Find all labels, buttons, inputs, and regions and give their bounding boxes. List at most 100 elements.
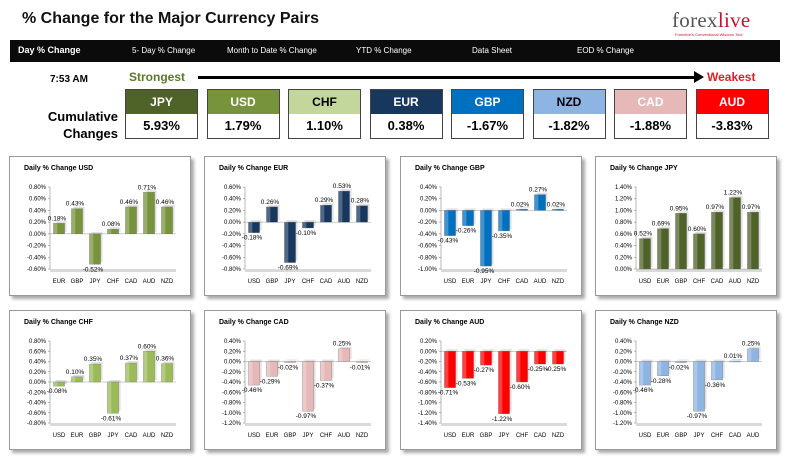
chart-title: Daily % Change EUR	[219, 165, 289, 172]
y-tick-label: 0.20%	[615, 349, 633, 355]
data-label: -0.18%	[242, 235, 263, 242]
tab-ytd-change[interactable]: YTD % Change	[356, 46, 412, 55]
bar-highlight	[53, 382, 58, 387]
bar-highlight	[125, 363, 130, 382]
bar	[516, 209, 528, 211]
x-tick-label: JPY	[302, 433, 313, 439]
tab-eod-change[interactable]: EOD % Change	[577, 46, 634, 55]
x-tick-label: EUR	[53, 279, 66, 285]
logo-text-main: forex	[672, 8, 718, 32]
bar-highlight	[747, 348, 752, 362]
data-label: 0.37%	[120, 355, 139, 362]
bar	[534, 351, 546, 365]
data-label: -1.22%	[492, 416, 513, 423]
y-tick-label: 0.40%	[615, 339, 633, 345]
data-label: 0.02%	[547, 201, 566, 208]
tab-5-day-change[interactable]: 5- Day % Change	[132, 46, 196, 55]
bar	[693, 361, 705, 412]
bar	[320, 361, 332, 381]
bar-highlight	[320, 205, 325, 223]
x-tick-label: CAD	[729, 433, 742, 439]
x-tick-label: AUD	[729, 279, 742, 285]
y-tick-label: 0.40%	[224, 197, 242, 203]
x-tick-label: CHF	[693, 279, 706, 285]
cumulative-value: 0.38%	[387, 118, 425, 133]
chart-panel-aud: Daily % Change AUD 0.20% 0.00% -0.20% -0.40%…	[400, 310, 582, 450]
bar-highlight	[552, 209, 557, 211]
y-tick-label: -0.80%	[222, 401, 242, 407]
bar-highlight	[534, 194, 539, 211]
data-label: 0.36%	[156, 356, 175, 363]
bar	[675, 213, 687, 270]
data-label: -0.29%	[260, 378, 281, 385]
bar-shadow	[518, 207, 530, 209]
chart-title: Daily % Change CAD	[219, 319, 289, 326]
y-tick-label: -0.40%	[613, 380, 633, 386]
chart-floor	[50, 269, 176, 272]
data-label: -0.36%	[705, 382, 726, 389]
chart-floor	[636, 269, 762, 272]
x-tick-label: USD	[248, 433, 261, 439]
bar	[89, 233, 101, 265]
bar-highlight	[639, 361, 644, 386]
bar-highlight	[107, 382, 112, 414]
data-label: -0.28%	[651, 378, 672, 385]
bar-highlight	[89, 233, 94, 265]
y-tick-label: -0.60%	[613, 390, 633, 396]
data-label: -0.26%	[456, 228, 477, 235]
y-tick-label: 0.40%	[420, 185, 438, 191]
data-label: -0.46%	[242, 387, 263, 394]
tab-data-sheet[interactable]: Data Sheet	[472, 46, 513, 55]
cumulative-value: -3.83%	[711, 118, 753, 133]
data-label: 0.97%	[706, 204, 725, 211]
y-tick-label: -1.20%	[222, 421, 242, 427]
x-tick-label: AUD	[143, 433, 156, 439]
bar	[657, 228, 669, 270]
bar-highlight	[516, 351, 521, 382]
logo-wordmark: forexlive	[672, 8, 751, 32]
currency-code: EUR	[370, 90, 442, 114]
y-tick-label: -0.60%	[27, 267, 47, 273]
y-tick-label: 0.20%	[420, 197, 438, 203]
x-tick-label: GBP	[675, 433, 688, 439]
y-tick-label: -0.80%	[418, 255, 438, 261]
chart-floor	[441, 423, 567, 426]
bar	[107, 229, 119, 235]
y-tick-label: -0.80%	[222, 267, 242, 273]
bar	[266, 206, 278, 223]
chart-title: Daily % Change AUD	[415, 319, 485, 326]
data-label: 0.95%	[670, 205, 689, 212]
bar	[107, 381, 119, 414]
y-tick-label: 0.40%	[615, 244, 633, 250]
data-label: 0.97%	[742, 204, 761, 211]
bar-chart: 0.80%0.60%0.40%0.20%0.00%-0.20%-0.40%-0.…	[27, 339, 176, 439]
bar-highlight	[302, 361, 307, 412]
data-label: 0.25%	[333, 341, 352, 348]
bar	[143, 192, 155, 235]
bar	[125, 362, 137, 383]
data-label: -0.02%	[278, 365, 299, 372]
data-label: -0.37%	[314, 382, 335, 389]
x-tick-label: CAD	[711, 279, 724, 285]
bar-highlight	[248, 222, 253, 233]
bar-highlight	[302, 222, 307, 228]
bar-shadow	[554, 207, 566, 209]
tab-month-to-date-change[interactable]: Month to Date % Change	[227, 46, 317, 55]
x-tick-label: USD	[248, 279, 261, 285]
y-tick-label: -0.40%	[418, 232, 438, 238]
bar-highlight	[657, 228, 662, 269]
bar	[284, 361, 296, 363]
y-tick-label: -0.60%	[222, 255, 242, 261]
data-label: 0.02%	[511, 201, 530, 208]
currency-code: AUD	[696, 90, 768, 114]
data-label: -0.46%	[633, 387, 654, 394]
bar-highlight	[639, 238, 644, 269]
x-tick-label: USD	[444, 279, 457, 285]
chart-panel-cad: Daily % Change CAD 0.40% 0.20% 0.00% -0.20% -…	[204, 310, 386, 450]
x-tick-label: CAD	[534, 433, 547, 439]
y-tick-label: 0.00%	[615, 267, 633, 273]
x-tick-label: EUR	[266, 433, 279, 439]
x-tick-label: CHF	[516, 433, 529, 439]
x-tick-label: USD	[444, 433, 457, 439]
tab-day-change[interactable]: Day % Change	[18, 45, 81, 55]
